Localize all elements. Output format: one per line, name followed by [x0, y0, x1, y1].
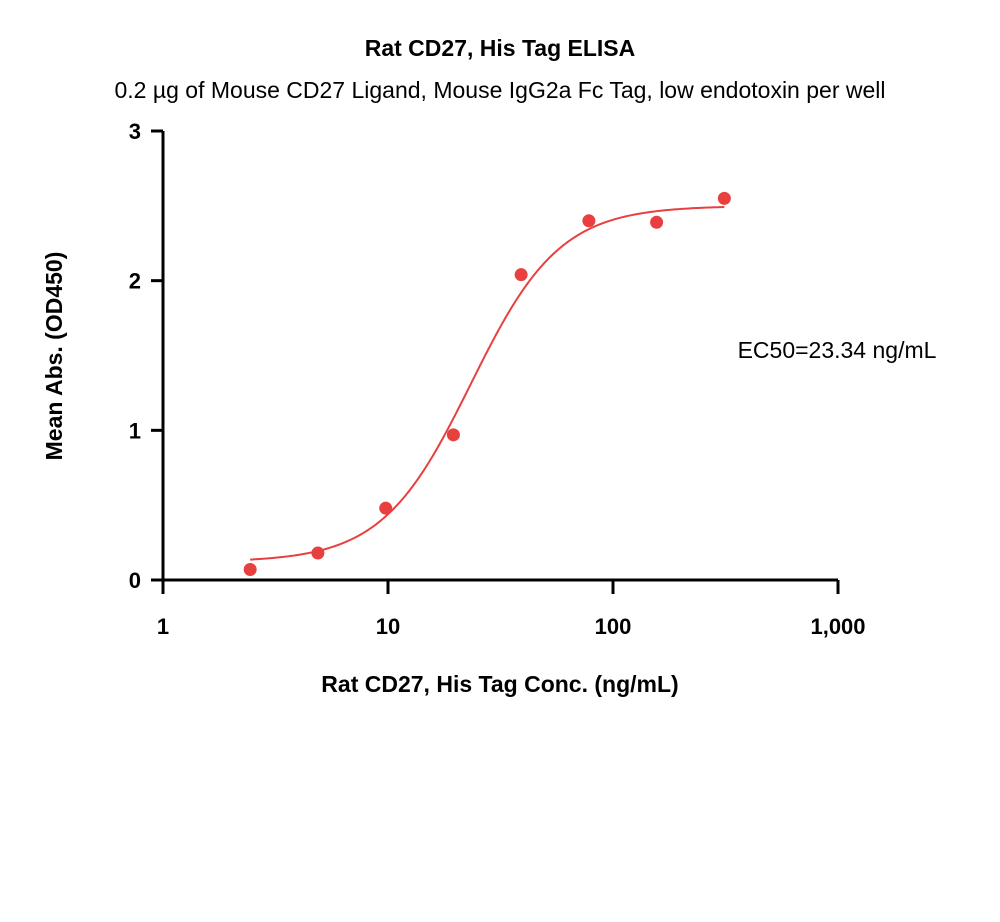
y-tick-label: 1	[129, 418, 141, 443]
y-ticks: 0 1 2 3	[129, 119, 163, 593]
x-axis-label: Rat CD27, His Tag Conc. (ng/mL)	[321, 671, 678, 697]
x-tick-label: 100	[595, 614, 632, 639]
axes	[161, 131, 838, 582]
x-ticks: 1 10 100 1,000	[157, 580, 866, 639]
y-tick-label: 2	[129, 269, 141, 294]
chart-subtitle: 0.2 µg of Mouse CD27 Ligand, Mouse IgG2a…	[115, 77, 886, 103]
data-point	[717, 191, 731, 205]
y-axis-label: Mean Abs. (OD450)	[41, 252, 67, 461]
x-tick-label: 1,000	[810, 614, 865, 639]
data-point	[650, 215, 664, 229]
data-point	[582, 214, 596, 228]
fit-curve	[250, 206, 725, 561]
y-tick-label: 3	[129, 119, 141, 144]
data-point	[446, 428, 460, 442]
chart-title: Rat CD27, His Tag ELISA	[365, 35, 636, 61]
data-point	[311, 546, 325, 560]
y-tick-label: 0	[129, 568, 141, 593]
x-tick-label: 1	[157, 614, 169, 639]
data-points	[243, 191, 731, 577]
ec50-annotation: EC50=23.34 ng/mL	[738, 337, 937, 363]
data-point	[514, 268, 528, 282]
data-point	[379, 501, 393, 515]
data-point	[243, 563, 257, 577]
x-tick-label: 10	[376, 614, 400, 639]
